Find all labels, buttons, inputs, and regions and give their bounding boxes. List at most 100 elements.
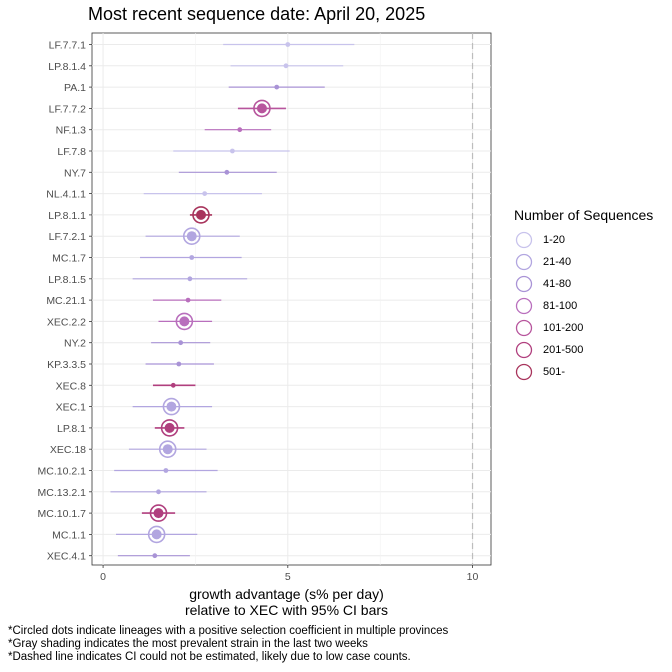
point-estimate-dot — [229, 148, 235, 154]
point-estimate-dot — [224, 169, 230, 175]
legend-circle — [515, 319, 533, 337]
point-estimate-dot — [195, 209, 206, 220]
lineage-mark — [158, 312, 213, 331]
selection-circle — [160, 419, 179, 437]
point-estimate-dot — [151, 529, 162, 540]
lineage-mark — [140, 255, 242, 260]
y-tick-label: MC.10.2.1 — [38, 466, 87, 478]
lineage-mark — [132, 397, 213, 416]
footnotes: *Circled dots indicate lineages with a p… — [8, 625, 448, 664]
legend-circle — [515, 297, 533, 315]
point-estimate-dot — [170, 382, 176, 388]
lineage-mark — [145, 227, 240, 245]
footnote-circled-dots: *Circled dots indicate lineages with a p… — [8, 625, 449, 637]
lineage-mark — [141, 504, 176, 522]
y-tick-label: LP.8.1 — [57, 423, 86, 435]
lineage-mark — [145, 361, 214, 367]
y-tick-label: NY.2 — [64, 338, 86, 350]
point-estimate-dot — [178, 340, 184, 346]
y-tick-label: XEC.1 — [56, 402, 87, 414]
lineage-mark — [128, 440, 207, 459]
x-tick-label: 0 — [100, 571, 106, 583]
y-tick-label: NL.4.1.1 — [46, 189, 86, 201]
y-tick-label: LF.7.7.2 — [49, 103, 87, 115]
point-estimate-dot — [185, 297, 191, 303]
footnote-dashed-line: *Dashed line indicates CI could not be e… — [8, 651, 411, 663]
legend-item: 501- — [514, 361, 653, 383]
point-estimate-dot — [163, 468, 169, 473]
lineage-mark — [204, 127, 272, 133]
legend: Number of Sequences 1-20 21-40 41-80 81-100… — [514, 207, 653, 383]
y-tick-label: XEC.4.1 — [47, 551, 86, 563]
x-axis-title-line2: relative to XEC with 95% CI bars — [184, 602, 389, 618]
lineage-mark — [151, 340, 211, 346]
x-axis-title: growth advantage (s% per day) relative t… — [100, 586, 473, 618]
legend-circle-icon — [515, 341, 533, 359]
y-tick-label: MC.10.1.7 — [38, 508, 87, 520]
legend-circle — [515, 363, 533, 381]
lineage-mark — [110, 489, 207, 495]
point-estimate-dot — [153, 508, 164, 519]
legend-circle — [515, 253, 533, 271]
point-estimate-dot — [164, 422, 175, 433]
legend-items: 1-20 21-40 41-80 81-100 101-200 201-500 501- — [514, 229, 653, 383]
x-axis-labels: 0 5 10 — [100, 565, 479, 583]
selection-circle — [162, 397, 181, 416]
point-estimate-dot — [237, 127, 243, 133]
lineage-mark — [178, 169, 277, 175]
data-marks — [110, 42, 355, 559]
y-tick-label: LF.7.8 — [57, 146, 86, 158]
plot-panel — [91, 32, 492, 566]
y-tick-label: LF.7.7.1 — [49, 40, 87, 52]
point-estimate-dot — [156, 489, 161, 495]
y-axis-labels: LF.7.7.1 LP.8.1.4 PA.1 LF.7.7.2 NF.1.3 LF.7.8… — [38, 40, 92, 563]
x-axis-title-line1: growth advantage (s% per day) — [189, 586, 384, 602]
point-estimate-dot — [283, 63, 289, 69]
lineage-mark — [237, 99, 286, 118]
point-estimate-dot — [187, 276, 193, 282]
legend-item: 21-40 — [514, 251, 653, 273]
y-tick-label: XEC.8 — [56, 380, 87, 392]
lineage-mark — [173, 148, 290, 154]
legend-circle-icon — [515, 363, 533, 381]
selection-circle — [175, 312, 194, 331]
legend-circle-icon — [515, 253, 533, 271]
legend-title: Number of Sequences — [514, 207, 654, 223]
y-tick-label: KP.3.3.5 — [47, 359, 86, 371]
y-tick-label: XEC.18 — [50, 444, 86, 456]
legend-item-label: 21-40 — [543, 256, 572, 268]
legend-item-label: 201-500 — [543, 344, 584, 356]
legend-item-label: 101-200 — [543, 322, 584, 334]
legend-item: 201-500 — [514, 339, 653, 361]
point-estimate-dot — [152, 553, 158, 559]
legend-circle-icon — [515, 231, 533, 249]
y-tick-label: MC.1.7 — [52, 253, 86, 265]
selection-circle — [192, 206, 210, 224]
legend-circle-icon — [515, 275, 533, 293]
point-estimate-dot — [189, 255, 195, 260]
lineage-mark — [154, 419, 185, 437]
y-tick-label: LP.8.1.4 — [48, 61, 86, 73]
y-tick-label: XEC.2.2 — [47, 316, 86, 328]
point-estimate-dot — [176, 361, 182, 367]
y-tick-label: NY.7 — [64, 167, 86, 179]
lineage-mark — [116, 525, 198, 544]
lineage-mark — [228, 84, 325, 90]
point-estimate-dot — [256, 103, 267, 114]
lineage-mark — [117, 553, 190, 559]
legend-item-label: 501- — [543, 366, 566, 378]
legend-item: 1-20 — [514, 229, 653, 251]
lineage-mark — [143, 191, 262, 197]
lineage-mark — [132, 276, 248, 282]
x-tick-label: 10 — [467, 571, 479, 583]
legend-circle — [515, 341, 533, 359]
footnote-gray-shading: *Gray shading indicates the most prevale… — [8, 638, 368, 650]
legend-item: 41-80 — [514, 273, 653, 295]
selection-circle — [149, 504, 168, 522]
legend-circle — [515, 275, 533, 293]
point-estimate-dot — [274, 84, 280, 90]
y-tick-label: LF.7.2.1 — [49, 231, 87, 243]
selection-circle — [253, 99, 271, 118]
x-tick-label: 5 — [285, 571, 291, 583]
